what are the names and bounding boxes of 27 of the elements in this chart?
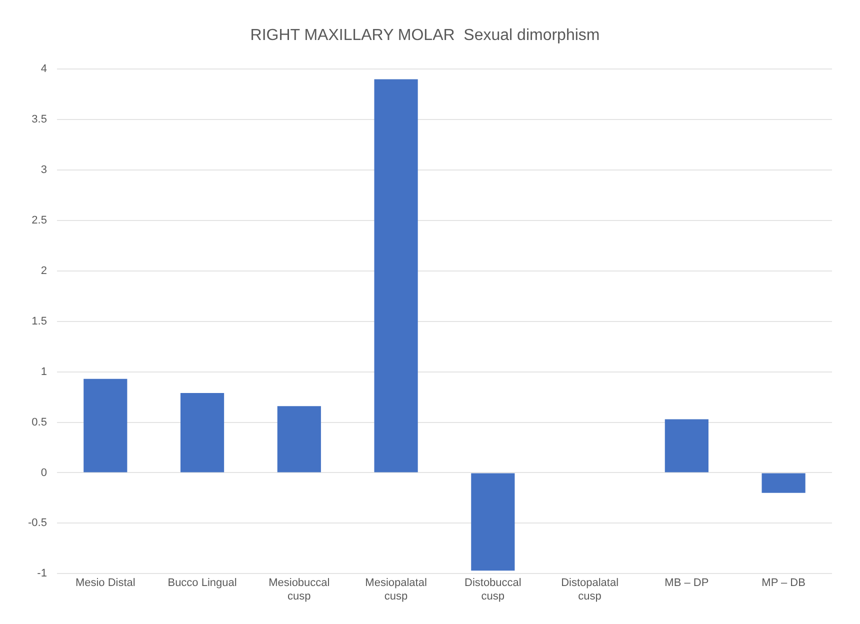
chart-title: RIGHT MAXILLARY MOLAR Sexual dimorphism xyxy=(250,27,600,44)
x-tick-label: Mesiopalatal cusp xyxy=(365,577,427,602)
y-tick-label: 1.5 xyxy=(32,315,47,328)
y-tick-label: 0.5 xyxy=(32,416,47,428)
y-tick-label: -1 xyxy=(37,568,47,580)
bar xyxy=(180,393,224,472)
bar xyxy=(664,419,708,472)
y-tick-label: 3.5 xyxy=(32,114,47,126)
x-tick-label: MB – DP xyxy=(664,577,709,590)
y-tick-label: 0 xyxy=(40,466,47,479)
x-tick-label: Bucco Lingual xyxy=(168,577,237,590)
y-tick-label: 3 xyxy=(40,164,47,176)
bar xyxy=(471,473,515,571)
y-tick-label: 2 xyxy=(40,264,47,277)
y-tick-label: 2.5 xyxy=(32,214,47,227)
bar xyxy=(374,79,418,472)
x-tick-label: Distopalatal cusp xyxy=(561,577,619,602)
x-tick-label: MP – DB xyxy=(762,577,806,590)
x-tick-label: Mesiobuccal cusp xyxy=(268,577,330,602)
y-tick-label: -0.5 xyxy=(28,517,47,530)
y-tick-label: 4 xyxy=(40,63,47,76)
y-tick-label: 1 xyxy=(40,366,47,378)
x-tick-label: Mesio Distal xyxy=(75,577,136,590)
bar xyxy=(84,378,128,472)
bar xyxy=(762,473,806,493)
x-tick-label: Distobuccal cusp xyxy=(464,577,522,602)
bar xyxy=(277,406,321,472)
